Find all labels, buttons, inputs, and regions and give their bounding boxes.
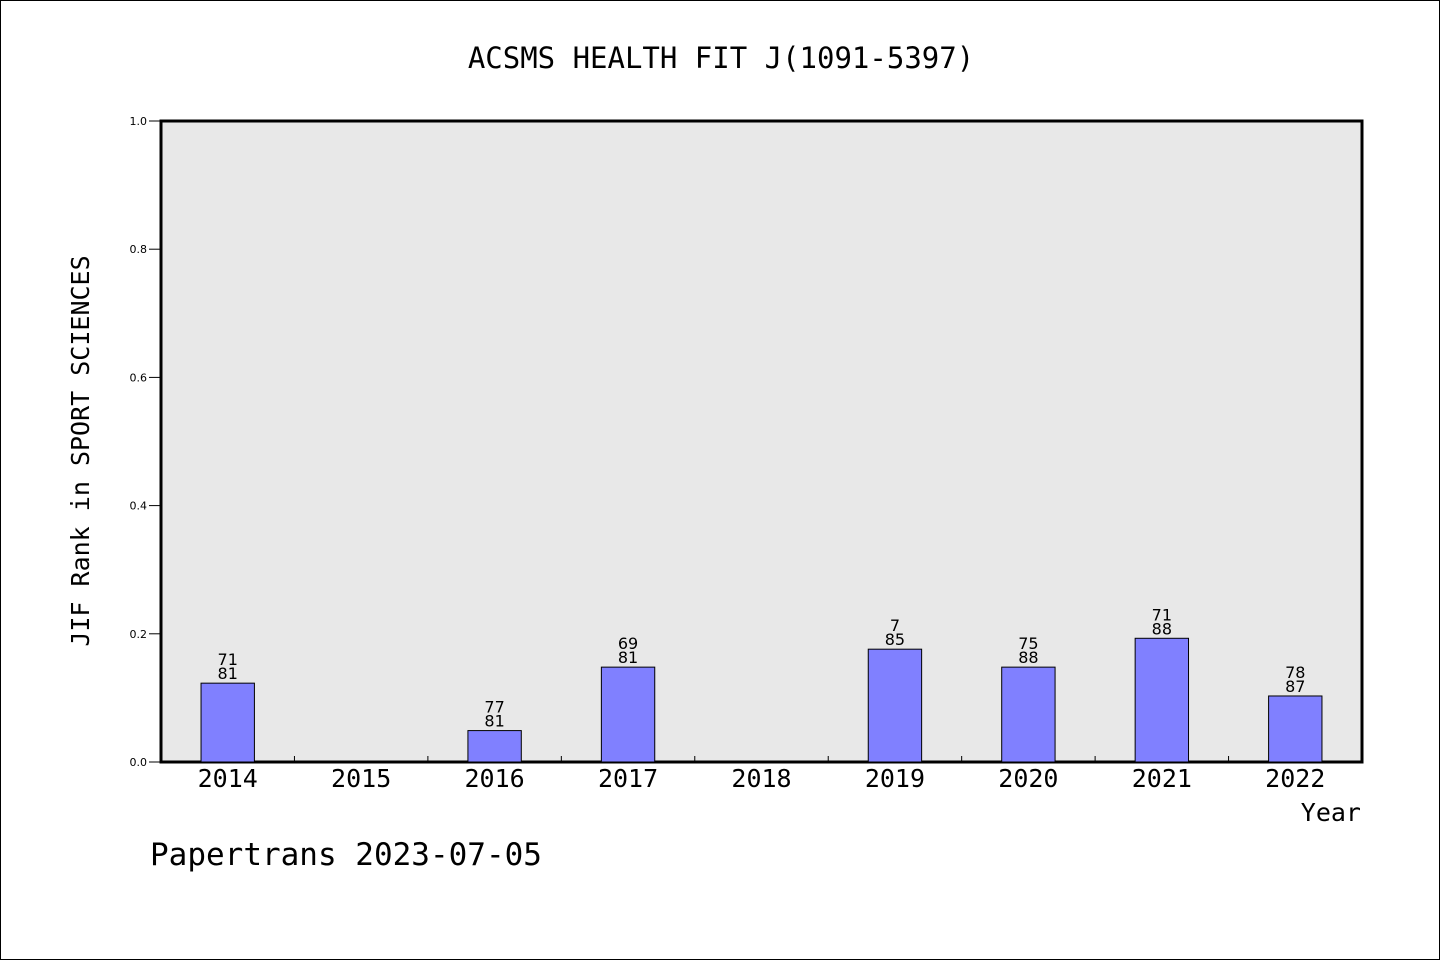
bar-label-rank: 7 <box>890 616 900 635</box>
y-axis: 0.0 0.2 0.4 0.6 0.8 1.0 <box>130 115 161 769</box>
x-axis-label: Year <box>1301 798 1361 827</box>
x-tick-label: 2022 <box>1265 764 1325 793</box>
x-tick-label: 2016 <box>465 764 525 793</box>
bar-label-total: 81 <box>618 648 638 667</box>
bar-label-rank: 69 <box>618 634 638 653</box>
bar <box>1001 666 1056 763</box>
bar <box>600 666 656 763</box>
x-tick-label: 2020 <box>998 764 1058 793</box>
y-axis-label: JIF Rank in SPORT SCIENCES <box>66 255 95 646</box>
bar-label-rank: 75 <box>1018 634 1038 653</box>
bar-label-rank: 71 <box>218 650 238 669</box>
bar-label-rank: 77 <box>484 698 504 717</box>
y-tick-label: 0.0 <box>130 756 148 769</box>
bar <box>467 730 522 763</box>
x-tick-label: 2017 <box>598 764 658 793</box>
bar <box>1268 695 1323 763</box>
x-tick-label: 2018 <box>731 764 791 793</box>
x-tick-label: 2015 <box>331 764 391 793</box>
bar-label-rank: 78 <box>1285 663 1305 682</box>
y-tick-label: 0.8 <box>130 243 148 256</box>
bar <box>867 648 923 763</box>
y-tick-label: 0.4 <box>130 500 148 513</box>
x-tick-label: 2019 <box>865 764 925 793</box>
bar-label-total: 87 <box>1285 677 1305 696</box>
bar-label-total: 88 <box>1018 648 1038 667</box>
bar-label-total: 88 <box>1152 619 1172 638</box>
bar <box>200 682 255 763</box>
chart-title: ACSMS HEALTH FIT J(1091-5397) <box>468 41 974 75</box>
bar-label-total: 81 <box>218 664 238 683</box>
bar-label-rank: 71 <box>1152 605 1172 624</box>
bar-label-total: 81 <box>484 712 504 731</box>
x-axis: 2014 2015 2016 2017 2018 2019 2020 2021 2022 <box>198 756 1325 793</box>
bars-group <box>200 637 1323 763</box>
bar-label-total: 85 <box>885 630 905 649</box>
x-tick-label: 2021 <box>1132 764 1192 793</box>
y-tick-label: 0.2 <box>130 628 148 641</box>
y-tick-label: 0.6 <box>130 371 148 384</box>
footer-text: Papertrans 2023-07-05 <box>150 837 542 873</box>
y-tick-label: 1.0 <box>130 115 148 128</box>
x-tick-label: 2014 <box>198 764 258 793</box>
bar <box>1134 637 1190 763</box>
